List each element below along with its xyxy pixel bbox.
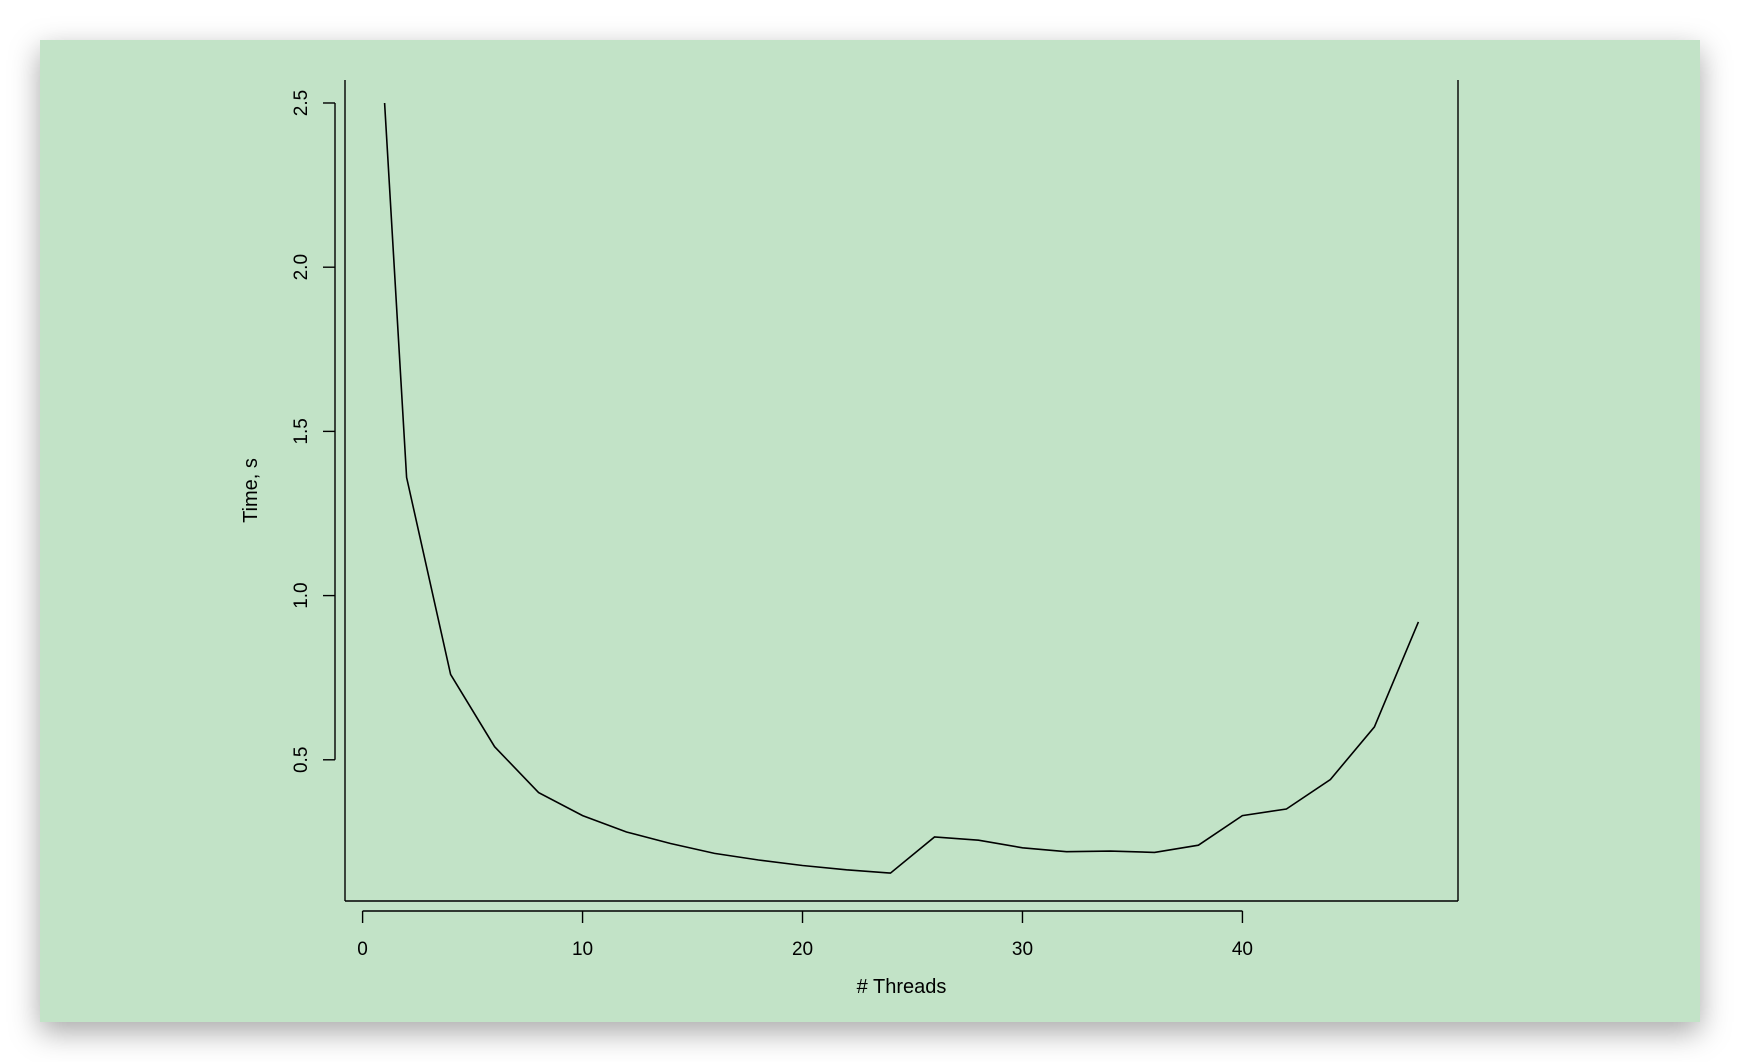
y-tick-label: 1.5 bbox=[291, 418, 312, 444]
line-chart: 0 10 20 30 40 0.5 1.0 1.5 2.0 2.5 # Threads Time,… bbox=[240, 80, 1459, 998]
x-tick-label: 20 bbox=[792, 939, 813, 960]
y-tick-label: 2.5 bbox=[291, 90, 312, 116]
chart-series bbox=[383, 102, 1420, 874]
x-tick-label: 30 bbox=[1012, 939, 1033, 960]
y-axis-label: Time, s bbox=[240, 458, 262, 523]
x-axis-label: # Threads bbox=[857, 976, 947, 998]
y-tick-label: 1.0 bbox=[291, 582, 312, 608]
figure-card: 0 10 20 30 40 0.5 1.0 1.5 2.0 2.5 # Threads Time,… bbox=[40, 40, 1700, 1022]
series-line bbox=[383, 102, 1420, 874]
chart-axes bbox=[344, 80, 1459, 902]
x-tick-label: 10 bbox=[572, 939, 593, 960]
x-tick-label: 0 bbox=[357, 939, 368, 960]
y-tick-label: 2.0 bbox=[291, 254, 312, 280]
y-tick-label: 0.5 bbox=[291, 747, 312, 773]
x-tick-label: 40 bbox=[1232, 939, 1253, 960]
chart-ticks: 0 10 20 30 40 0.5 1.0 1.5 2.0 2.5 bbox=[291, 90, 1253, 960]
